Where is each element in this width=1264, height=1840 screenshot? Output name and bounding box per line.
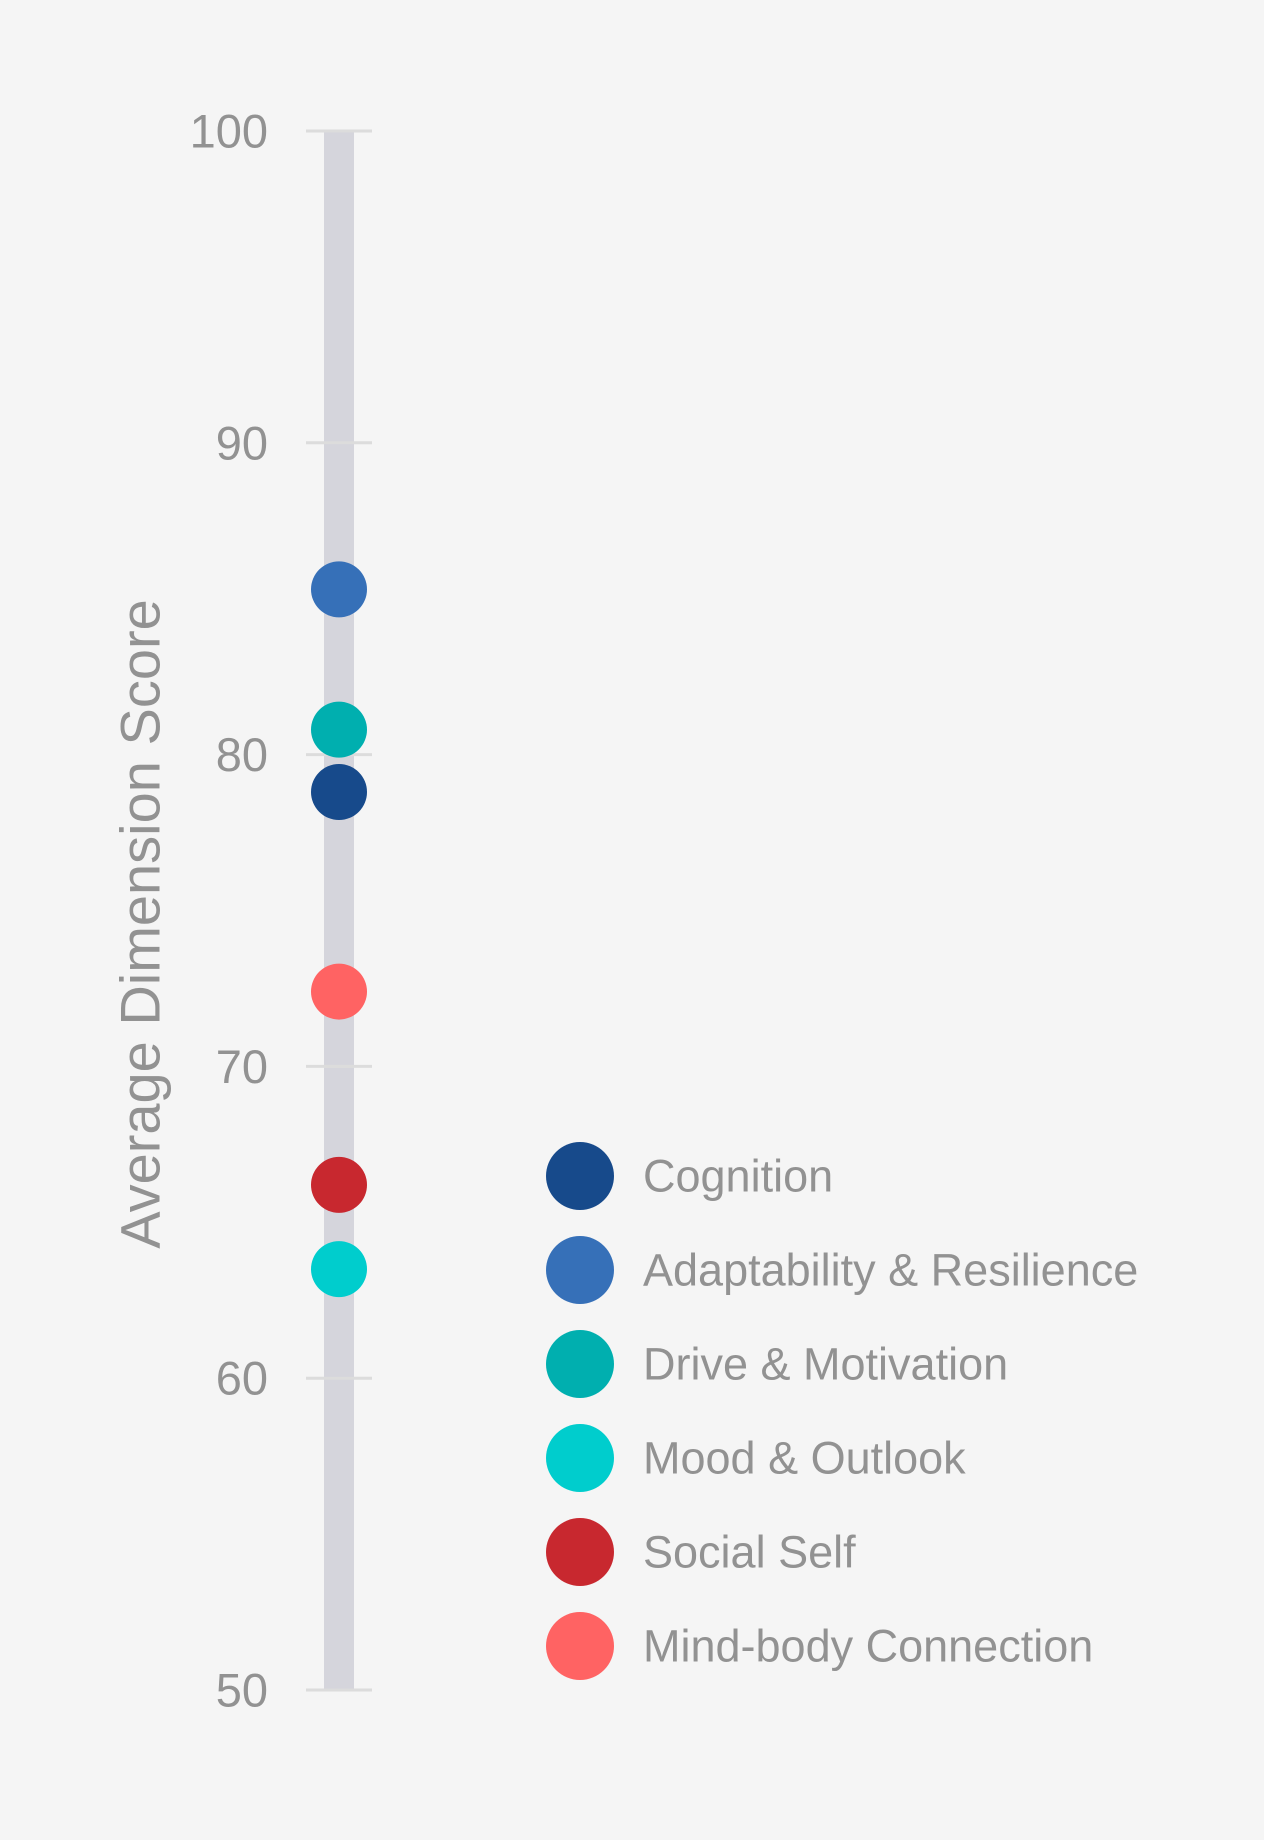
- legend-marker: [546, 1142, 614, 1210]
- legend-marker: [546, 1612, 614, 1680]
- y-tick-label: 70: [216, 1040, 268, 1093]
- data-point-drive-motivation: [311, 701, 367, 758]
- score-track: [324, 131, 354, 1690]
- y-tick-label: 90: [216, 416, 268, 469]
- legend-marker: [546, 1236, 614, 1304]
- legend-label: Mind-body Connection: [643, 1621, 1093, 1672]
- legend-label: Adaptability & Resilience: [643, 1245, 1138, 1296]
- y-tick-label: 60: [216, 1352, 268, 1405]
- data-point-adaptability-resilience: [311, 561, 367, 618]
- legend-label: Drive & Motivation: [643, 1339, 1008, 1390]
- y-axis-title: Average Dimension Score: [109, 599, 172, 1249]
- data-point-mind-body-connection: [311, 963, 367, 1020]
- legend-marker: [546, 1424, 614, 1492]
- data-point-social-self: [311, 1156, 367, 1213]
- legend-label: Cognition: [643, 1151, 833, 1202]
- legend-marker: [546, 1518, 614, 1586]
- legend-label: Social Self: [643, 1527, 856, 1578]
- legend-label: Mood & Outlook: [643, 1433, 966, 1484]
- data-point-cognition: [311, 764, 367, 821]
- data-point-mood-outlook: [311, 1241, 367, 1298]
- legend-marker: [546, 1330, 614, 1398]
- y-tick-label: 50: [216, 1664, 268, 1717]
- y-tick-label: 100: [190, 105, 268, 158]
- y-tick-label: 80: [216, 728, 268, 781]
